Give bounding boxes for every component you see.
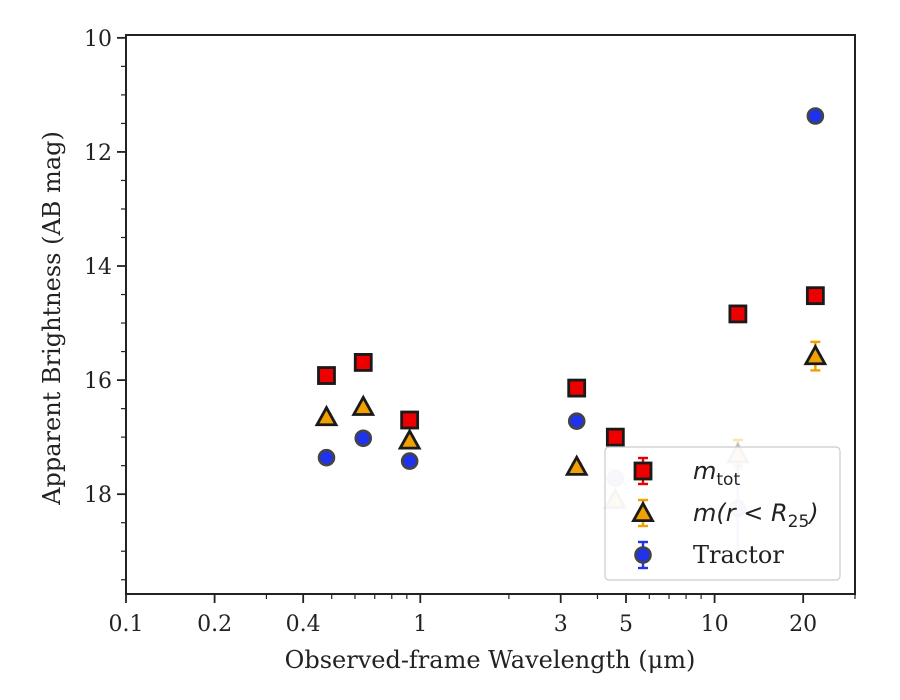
marker-square [805,286,825,306]
x-tick-label: 3 [554,612,568,637]
legend-marker-square [633,461,653,481]
x-tick-label: 5 [619,612,633,637]
data-point-square [567,378,587,398]
marker-circle [317,448,336,467]
marker-circle [567,412,586,430]
data-point-square [353,353,373,372]
legend-label-tail: ) [807,499,818,527]
marker-circle [354,429,373,448]
legend-marker-circle [634,546,652,564]
marker-triangle [351,394,376,416]
data-point-circle [806,107,825,125]
x-tick-label: 0.2 [197,612,232,637]
x-tick-label: 20 [789,612,817,637]
x-axis-label: Observed-frame Wavelength (μm) [285,646,696,674]
marker-triangle [397,428,422,450]
marker-triangle [314,404,339,427]
marker-circle [806,107,825,125]
legend-label: m(r < R25) [693,499,819,532]
marker-square [317,366,336,385]
y-tick-label: 16 [84,369,112,394]
data-point-square [400,410,420,430]
legend-label-subscript: 25 [788,512,810,532]
legend-marker-triangle [631,500,655,522]
y-tick-label: 12 [84,141,112,166]
marker-square [353,353,373,372]
x-tick-label: 0.4 [286,612,321,637]
series-square [317,286,825,447]
legend-entry: mtot [633,456,740,490]
y-axis-label: Apparent Brightness (AB mag) [38,131,66,506]
marker-triangle [564,454,589,476]
data-point-triangle [351,394,376,416]
marker-square [400,410,420,430]
data-point-square [605,427,625,447]
data-point-triangle [397,428,422,450]
marker-triangle [803,343,828,366]
marker-square [728,304,748,324]
data-point-circle [354,429,373,448]
legend-box [604,446,841,581]
data-point-square [728,304,748,324]
data-point-circle [317,448,336,467]
y-tick-label: 18 [84,483,112,508]
data-point-triangle [564,454,589,476]
marker-square [605,427,625,447]
data-point-circle [567,412,586,430]
marker-square [567,378,587,398]
data-point-triangle [314,404,339,427]
marker-circle [400,452,419,470]
x-tick-label: 10 [701,612,729,637]
x-tick-label: 0.1 [109,612,144,637]
y-tick-label: 14 [84,255,112,280]
legend-label-main: Tractor [693,541,784,569]
legend: mtot m(r < R25) Tractor [604,446,841,581]
legend-label-main: m [693,457,716,485]
legend-label-main: m(r < R [693,499,788,527]
data-point-square [317,366,336,385]
data-point-circle [400,452,419,470]
legend-label-subscript: tot [716,470,740,490]
x-tick-label: 1 [413,612,427,637]
axes-layer: 0.1 0.2 0.4 1 3 5 10 20 10 12 14 16 18 [84,27,856,637]
legend-label: mtot [693,457,740,490]
data-point-triangle [803,340,828,372]
legend-entry: Tractor [634,540,784,570]
data-point-square [805,286,825,306]
plot-frame [125,34,856,595]
legend-label: Tractor [693,541,784,569]
y-tick-label: 10 [84,27,112,52]
legend-entry: m(r < R25) [631,498,819,532]
